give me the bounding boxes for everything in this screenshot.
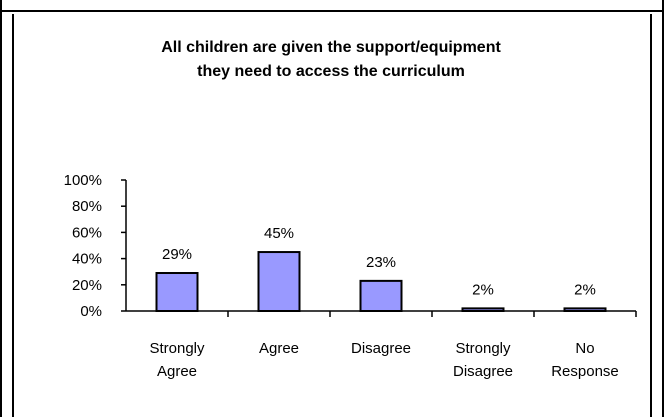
bars xyxy=(155,251,607,313)
category-label-0: Strongly xyxy=(149,340,205,357)
category-label-4: No xyxy=(575,340,594,357)
category-label-3: Strongly xyxy=(455,340,511,357)
chart-frame xyxy=(12,14,652,417)
category-label-0: Agree xyxy=(157,363,197,380)
bar-0 xyxy=(155,272,199,313)
category-label-3: Disagree xyxy=(453,363,513,380)
data-label-2: 23% xyxy=(366,254,396,271)
category-label-4: Response xyxy=(551,363,619,380)
axes: 100% 80% 60% 40% 20% 0% xyxy=(64,172,637,320)
chart-title-line-1: All children are given the support/equip… xyxy=(161,39,501,56)
bar-4 xyxy=(563,307,607,313)
category-label-2: Disagree xyxy=(351,340,411,357)
category-label-1: Agree xyxy=(259,340,299,357)
y-tick-label: 80% xyxy=(72,198,102,215)
chart-title-line-2: they need to access the curriculum xyxy=(197,63,465,80)
bar-1 xyxy=(257,251,301,313)
bar-3 xyxy=(461,307,505,313)
bar-2 xyxy=(359,279,403,312)
top-border xyxy=(0,0,664,12)
chart-title: All children are given the support/equip… xyxy=(161,39,501,80)
labels: 29% Strongly Agree 45% Agree 23% Disagree 2% Str… xyxy=(149,225,618,380)
y-tick-label: 20% xyxy=(72,277,102,294)
y-tick-label: 60% xyxy=(72,224,102,241)
data-label-1: 45% xyxy=(264,225,294,242)
y-tick-label: 0% xyxy=(80,303,102,320)
y-tick-label: 100% xyxy=(64,172,102,189)
data-label-3: 2% xyxy=(472,281,494,298)
data-label-0: 29% xyxy=(162,246,192,263)
data-label-4: 2% xyxy=(574,281,596,298)
y-tick-label: 40% xyxy=(72,251,102,268)
